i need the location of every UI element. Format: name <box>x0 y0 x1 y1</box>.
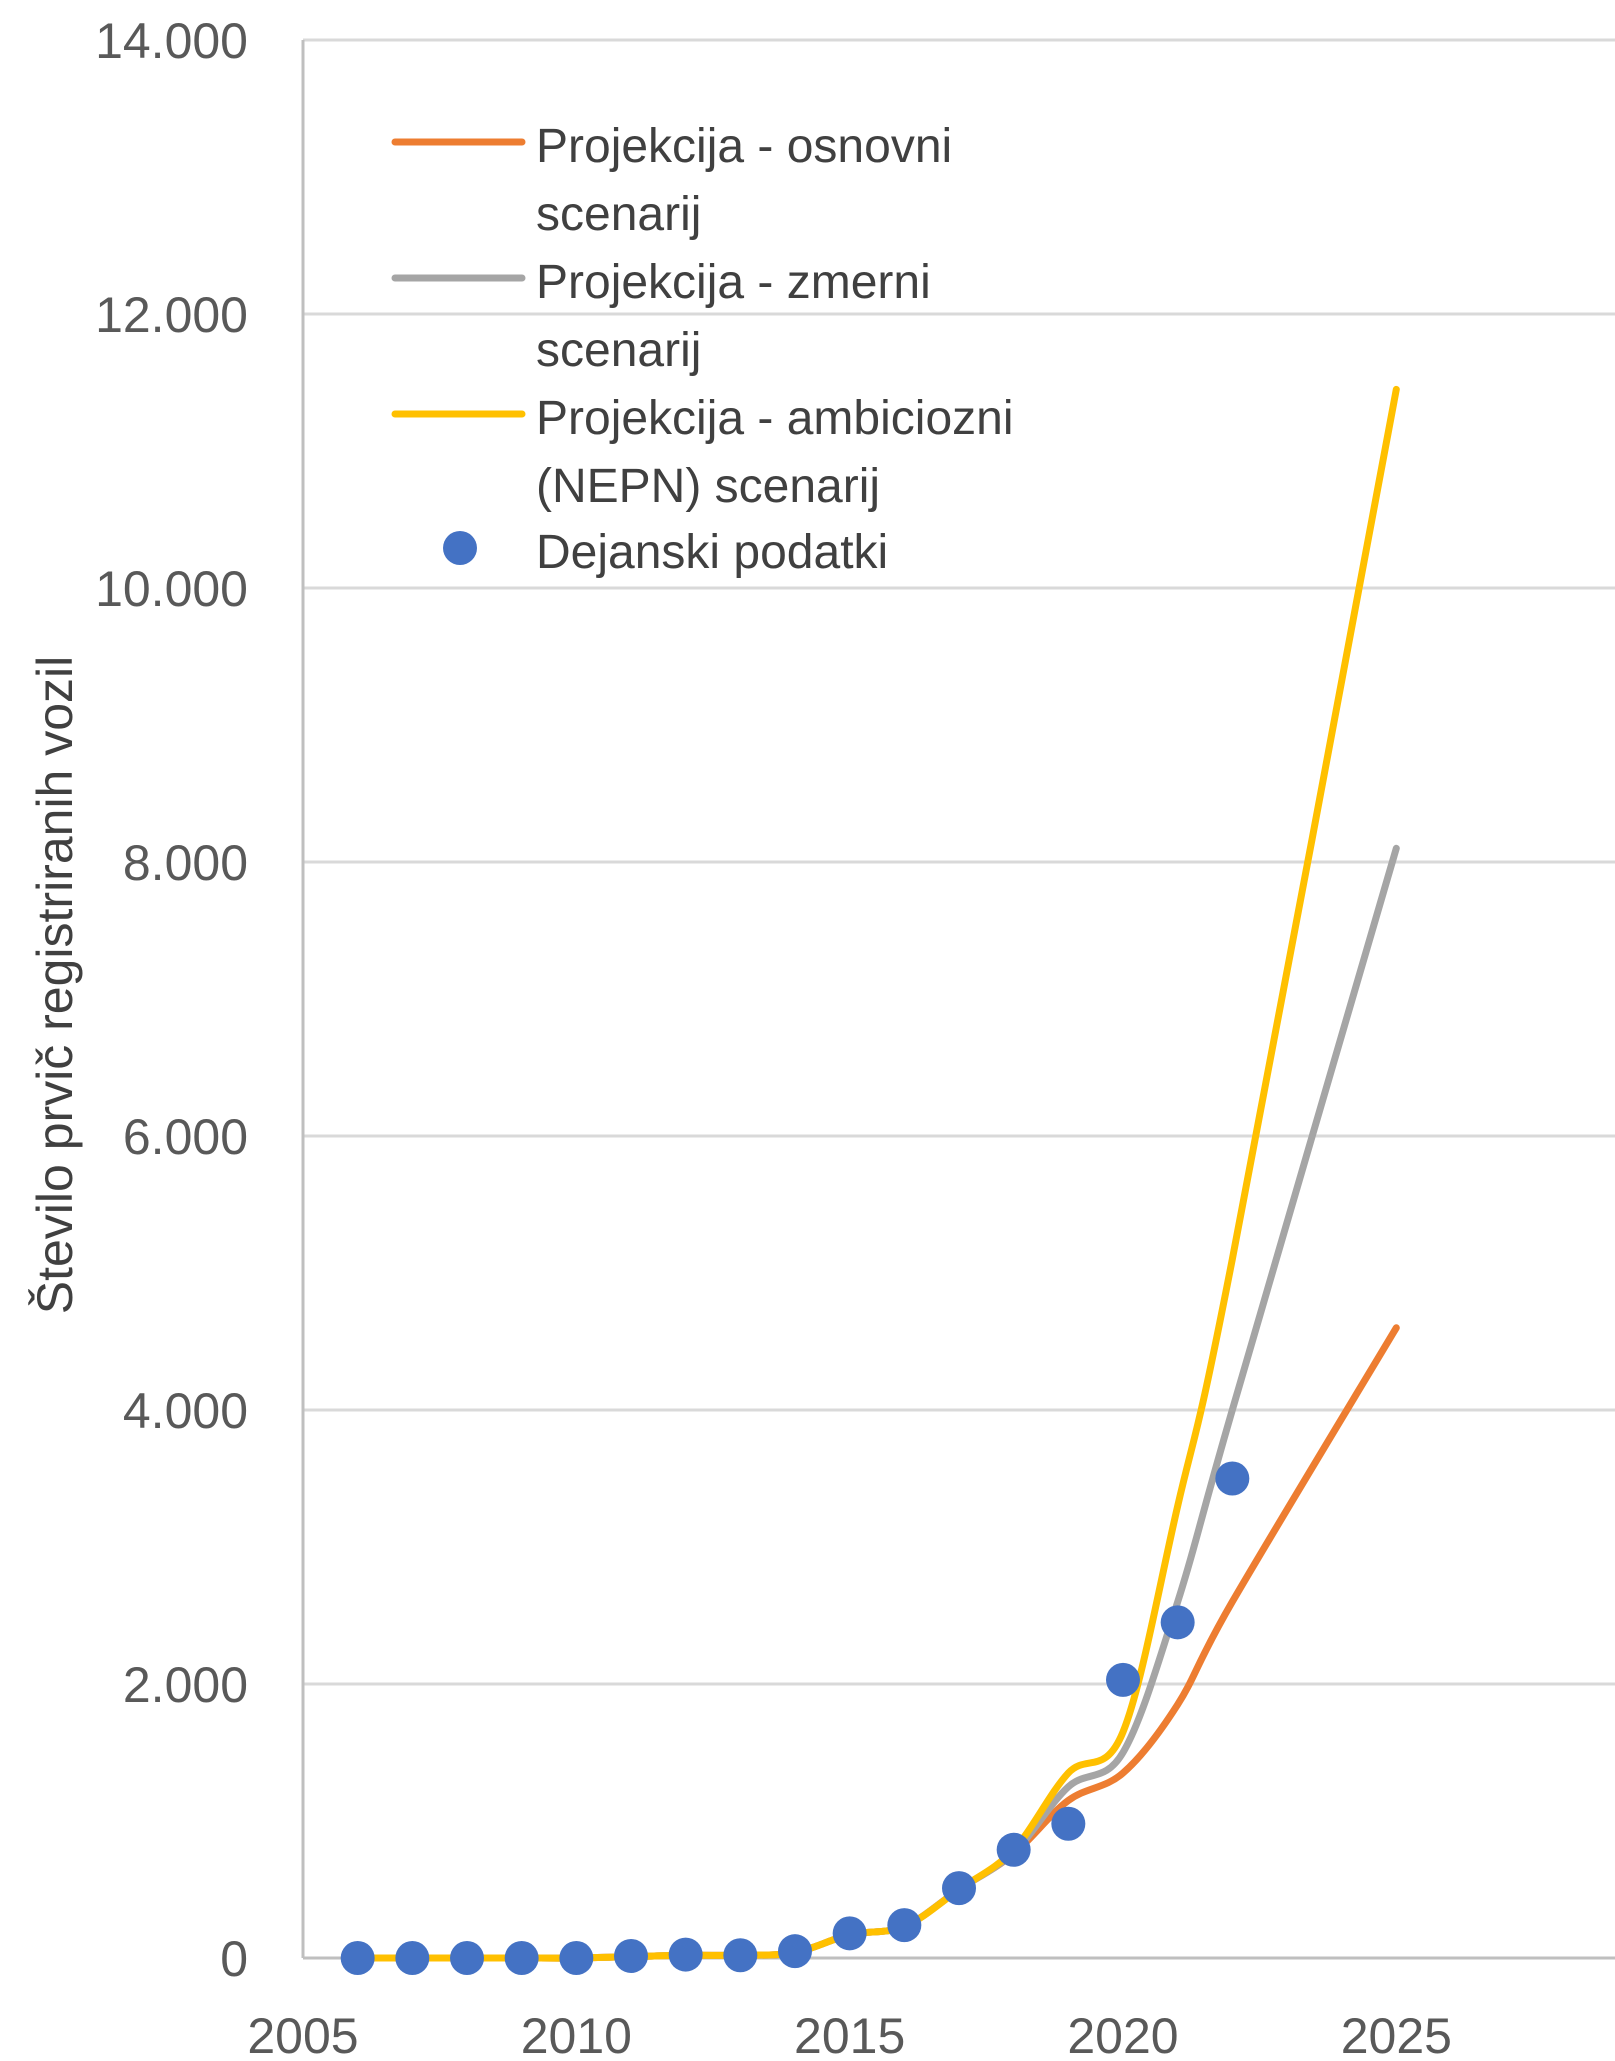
legend-swatch <box>443 531 477 565</box>
x-tick-label: 2010 <box>521 2008 632 2061</box>
y-tick-label: 10.000 <box>95 561 248 617</box>
data-point <box>450 1941 484 1975</box>
data-point <box>340 1941 375 1975</box>
y-tick-label: 0 <box>220 1931 248 1987</box>
series-line-2 <box>354 844 1400 1962</box>
data-point <box>559 1941 594 1975</box>
data-point <box>1215 1461 1250 1496</box>
legend-label: Projekcija - ambiciozni <box>536 392 1014 445</box>
data-point <box>723 1938 758 1973</box>
data-point <box>778 1934 812 1969</box>
y-tick-label: 6.000 <box>123 1109 248 1165</box>
x-tick-label: 2025 <box>1341 2008 1452 2061</box>
data-point <box>1160 1605 1195 1640</box>
x-tick-label: 2005 <box>247 2008 358 2061</box>
y-tick-label: 8.000 <box>123 835 248 891</box>
y-tick-label: 2.000 <box>123 1657 248 1713</box>
y-axis-title: Število prvič registriranih vozil <box>27 656 83 1315</box>
data-point <box>1051 1806 1086 1841</box>
legend-label: Projekcija - zmerni <box>536 256 931 309</box>
data-point <box>887 1908 922 1943</box>
legend-label: (NEPN) scenarij <box>536 460 880 513</box>
data-point <box>942 1871 976 1906</box>
legend-label: Projekcija - osnovni <box>536 120 952 173</box>
y-tick-labels: 0 2.000 4.000 6.000 8.000 10.000 12.000 14.000 <box>95 13 248 1987</box>
x-tick-label: 2015 <box>794 2008 905 2061</box>
legend-label: Dejanski podatki <box>536 526 888 579</box>
series-line-3 <box>354 385 1400 1962</box>
y-tick-label: 14.000 <box>95 13 248 69</box>
x-tick-label: 2020 <box>1067 2008 1178 2061</box>
data-point <box>996 1832 1031 1867</box>
legend-label: scenarij <box>536 188 701 241</box>
y-tick-label: 4.000 <box>123 1383 248 1439</box>
legend-label: scenarij <box>536 324 701 377</box>
data-point <box>504 1941 539 1975</box>
x-tick-labels: 2005 2010 2015 2020 2025 <box>247 2008 1452 2061</box>
legend: Projekcija - osnovni scenarij Projekcija -… <box>391 120 1014 579</box>
data-point <box>614 1938 648 1973</box>
data-point <box>832 1916 867 1951</box>
y-tick-label: 12.000 <box>95 287 248 343</box>
grid-lines <box>303 38 1615 1686</box>
data-point <box>395 1941 430 1975</box>
series <box>340 385 1400 1975</box>
data-point <box>1106 1662 1140 1697</box>
data-point <box>668 1937 703 1972</box>
series-line-1 <box>354 1324 1400 1962</box>
axes <box>301 40 1615 1960</box>
